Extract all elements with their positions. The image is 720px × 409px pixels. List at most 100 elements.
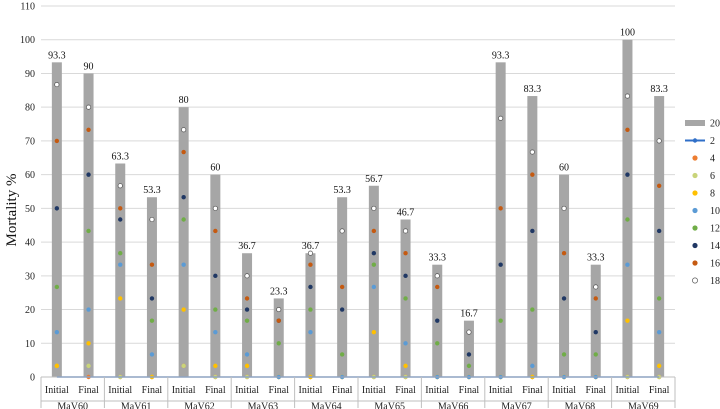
- category-label: Initial: [552, 385, 576, 396]
- point-series-8: [625, 318, 630, 323]
- bar: [622, 39, 633, 378]
- bar: [83, 73, 94, 378]
- bar-value-label: 36.7: [302, 241, 320, 252]
- point-series-16: [593, 296, 598, 301]
- point-series-12: [435, 341, 440, 346]
- category-label: Initial: [45, 385, 69, 396]
- legend-swatch-point: [692, 172, 698, 179]
- group-label: MaV69: [628, 402, 659, 409]
- point-series-18: [371, 205, 377, 211]
- bar-value-label: 33.3: [587, 253, 605, 264]
- point-series-14: [530, 228, 535, 234]
- y-tick-label: 40: [25, 238, 35, 249]
- point-series-16: [339, 284, 345, 290]
- legend-label: 16: [710, 259, 720, 270]
- category-label: Final: [585, 385, 606, 396]
- bar-value-label: 100: [620, 28, 635, 39]
- bar: [463, 320, 474, 377]
- point-series-12: [118, 251, 123, 256]
- group-label: MaV67: [501, 402, 532, 409]
- legend-swatch-point: [692, 225, 698, 231]
- category-label: Initial: [172, 385, 196, 396]
- point-series-14: [86, 172, 91, 177]
- bar: [242, 253, 253, 377]
- point-series-14: [466, 352, 472, 357]
- point-series-14: [149, 296, 155, 301]
- point-series-16: [181, 149, 186, 155]
- category-label: Initial: [362, 385, 386, 396]
- point-series-16: [435, 284, 440, 290]
- bar: [654, 96, 665, 377]
- point-series-10: [181, 262, 186, 267]
- category-label: Final: [459, 385, 480, 396]
- legend-swatch-point: [692, 277, 698, 284]
- bar: [178, 107, 189, 377]
- category-label: Final: [395, 385, 416, 396]
- point-series-8: [213, 363, 218, 369]
- point-series-14: [435, 318, 440, 323]
- category-label: Initial: [235, 385, 259, 396]
- legend-label: 18: [710, 276, 720, 287]
- bar: [305, 253, 316, 377]
- point-series-16: [54, 138, 60, 144]
- point-series-12: [498, 318, 503, 323]
- point-series-18: [561, 205, 567, 211]
- bar: [146, 197, 157, 377]
- bar-value-label: 83.3: [524, 84, 542, 95]
- bar-value-label: 80: [179, 95, 189, 106]
- group-label: MaV66: [438, 402, 469, 409]
- point-series-18: [593, 284, 599, 290]
- point-series-10: [371, 284, 377, 290]
- point-series-16: [118, 206, 123, 211]
- point-series-18: [212, 205, 218, 211]
- point-series-16: [530, 172, 535, 177]
- legend: 20 2 4 6 8 10 12 14 16 18: [685, 119, 720, 287]
- point-series-14: [656, 228, 662, 234]
- group-label: MaV68: [565, 402, 596, 409]
- point-series-14: [308, 284, 313, 290]
- gridlines: [41, 5, 675, 378]
- group-label: MaV65: [374, 402, 405, 409]
- legend-label: 4: [710, 154, 715, 165]
- y-tick-label: 110: [20, 2, 35, 13]
- point-series-10: [530, 363, 535, 369]
- group-label: MaV64: [311, 402, 342, 409]
- point-series-14: [403, 273, 408, 279]
- point-series-16: [371, 228, 377, 234]
- point-series-12: [308, 307, 313, 312]
- point-series-16: [244, 296, 250, 301]
- bar-value-label: 90: [84, 61, 94, 72]
- point-series-18: [149, 216, 155, 223]
- category-label: Final: [142, 385, 163, 396]
- point-series-12: [403, 296, 408, 301]
- point-series-14: [54, 206, 60, 211]
- legend-label: 10: [710, 206, 720, 217]
- point-series-14: [181, 195, 186, 200]
- point-series-12: [54, 284, 60, 290]
- y-tick-label: 30: [25, 271, 35, 282]
- y-axis-label: Mortality %: [4, 174, 20, 247]
- point-series-18: [54, 82, 60, 88]
- legend-swatch-bar: [685, 120, 705, 126]
- point-series-18: [434, 273, 440, 279]
- bar: [559, 174, 570, 377]
- point-series-10: [403, 341, 408, 346]
- bar: [495, 62, 506, 377]
- bar: [51, 62, 62, 377]
- point-series-16: [498, 206, 503, 211]
- legend-swatch-point: [692, 155, 698, 161]
- y-tick-label: 0: [30, 373, 35, 384]
- category-label: Initial: [616, 385, 640, 396]
- point-series-12: [181, 217, 186, 222]
- legend-swatch-point: [692, 260, 698, 266]
- bar-value-label: 53.3: [143, 185, 161, 196]
- point-series-12: [276, 341, 281, 346]
- y-tick-label: 70: [25, 136, 35, 147]
- category-label: Final: [332, 385, 353, 396]
- point-series-12: [593, 352, 598, 357]
- point-series-10: [118, 262, 123, 267]
- point-series-18: [86, 104, 92, 110]
- y-tick-label: 90: [25, 69, 35, 80]
- point-series-18: [276, 306, 282, 313]
- legend-swatch-marker: [692, 138, 698, 143]
